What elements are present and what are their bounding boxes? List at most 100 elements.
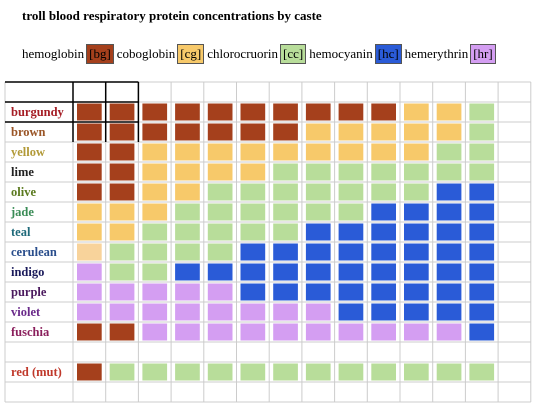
- cell: [305, 123, 331, 141]
- cell: [273, 323, 298, 341]
- cell: [109, 223, 135, 241]
- legend-code: [hr]: [470, 44, 496, 64]
- cell: [175, 283, 200, 301]
- legend-code: [cg]: [177, 44, 205, 64]
- cell: [305, 143, 331, 161]
- legend-name: hemocyanin: [309, 46, 373, 61]
- cell: [77, 283, 102, 301]
- cell: [175, 303, 200, 321]
- cell: [175, 103, 200, 121]
- cell: [207, 223, 233, 241]
- legend-name: hemoglobin: [22, 46, 85, 61]
- cell: [305, 223, 331, 241]
- cell: [371, 163, 396, 181]
- cell: [273, 363, 298, 381]
- legend-name: hemerythrin: [404, 46, 469, 61]
- cell: [240, 303, 266, 321]
- cell: [77, 223, 102, 241]
- cell: [404, 143, 429, 161]
- cell: [436, 283, 462, 301]
- cell: [240, 363, 266, 381]
- cell: [142, 303, 168, 321]
- cell: [305, 283, 331, 301]
- cell: [273, 163, 298, 181]
- legend-name: chlorocruorin: [207, 46, 278, 61]
- cell: [77, 183, 102, 201]
- cell: [109, 263, 135, 281]
- cell: [207, 163, 233, 181]
- cell: [175, 363, 200, 381]
- cell: [109, 143, 135, 161]
- row-label: fuschia: [11, 325, 50, 339]
- cell: [469, 103, 495, 121]
- cell: [77, 103, 102, 121]
- cell: [469, 283, 495, 301]
- row-label: cerulean: [11, 245, 57, 259]
- cell: [436, 323, 462, 341]
- cell: [436, 223, 462, 241]
- cell: [142, 163, 168, 181]
- cell: [109, 203, 135, 221]
- cell: [240, 143, 266, 161]
- cell: [305, 263, 331, 281]
- cell: [142, 323, 168, 341]
- cell: [469, 143, 495, 161]
- cell: [338, 263, 364, 281]
- cell: [338, 183, 364, 201]
- cell: [240, 203, 266, 221]
- cell: [469, 123, 495, 141]
- cell: [142, 243, 168, 261]
- cell: [404, 163, 429, 181]
- cell: [404, 283, 429, 301]
- cell: [109, 363, 135, 381]
- cell: [175, 223, 200, 241]
- cell: [404, 323, 429, 341]
- cell: [469, 303, 495, 321]
- cell: [371, 243, 396, 261]
- cell: [207, 283, 233, 301]
- row-label: yellow: [11, 145, 45, 159]
- legend-code: [bg]: [86, 44, 114, 64]
- cell: [436, 143, 462, 161]
- cell: [273, 243, 298, 261]
- cell: [207, 183, 233, 201]
- cell: [305, 363, 331, 381]
- cell: [142, 123, 168, 141]
- cell: [469, 203, 495, 221]
- cell: [175, 183, 200, 201]
- cell: [207, 103, 233, 121]
- cell: [175, 203, 200, 221]
- cell: [436, 203, 462, 221]
- cell: [240, 243, 266, 261]
- cell: [142, 263, 168, 281]
- cell: [404, 243, 429, 261]
- cell: [175, 123, 200, 141]
- cell: [404, 123, 429, 141]
- cell: [142, 363, 168, 381]
- cell: [142, 223, 168, 241]
- cell: [371, 183, 396, 201]
- cell: [240, 123, 266, 141]
- cell: [109, 283, 135, 301]
- cell: [142, 283, 168, 301]
- cell: [338, 143, 364, 161]
- cell: [371, 123, 396, 141]
- row-label: jade: [10, 205, 34, 219]
- cell: [240, 163, 266, 181]
- cell: [175, 243, 200, 261]
- cell: [142, 143, 168, 161]
- cell: [273, 103, 298, 121]
- cell: [207, 243, 233, 261]
- cell: [436, 363, 462, 381]
- cell: [109, 183, 135, 201]
- cell: [338, 123, 364, 141]
- cell: [240, 283, 266, 301]
- cell: [142, 203, 168, 221]
- cell: [436, 123, 462, 141]
- row-label: lime: [11, 165, 34, 179]
- cell: [404, 183, 429, 201]
- cell: [207, 303, 233, 321]
- cell: [404, 263, 429, 281]
